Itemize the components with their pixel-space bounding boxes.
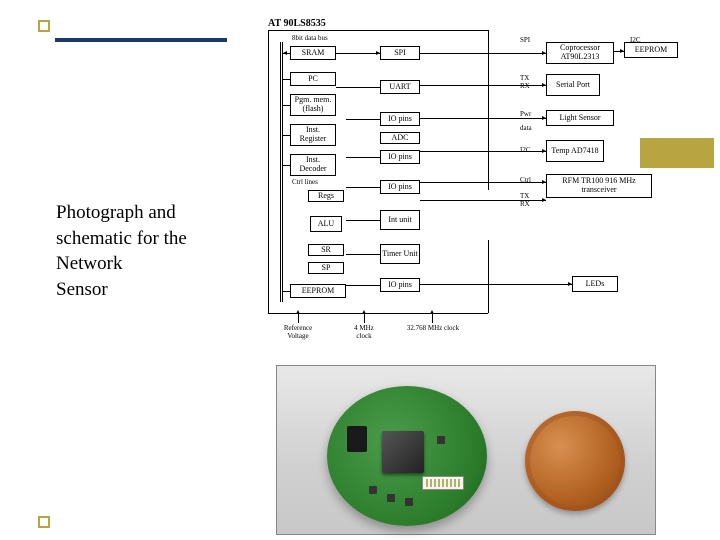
caption-line1: Photograph and bbox=[56, 202, 176, 223]
box-pgm: Pgm. mem. (flash) bbox=[290, 94, 336, 116]
sig-i2c2: I2C bbox=[520, 146, 531, 154]
smd-3 bbox=[405, 498, 413, 506]
box-radio: RFM TR100 916 MHz transceiver bbox=[546, 174, 652, 198]
caption-line4: Sensor bbox=[56, 279, 108, 300]
header-underline bbox=[55, 38, 227, 42]
in-4mhz: 4 MHz clock bbox=[346, 324, 382, 340]
sig-data: data bbox=[520, 124, 532, 132]
smd-2 bbox=[387, 494, 395, 502]
pcb-board bbox=[327, 386, 487, 526]
box-eeprom-int: EEPROM bbox=[290, 284, 346, 298]
bus-label: 8bit data bus bbox=[292, 34, 328, 42]
box-coproc: Coprocessor AT90L2313 bbox=[546, 42, 614, 64]
box-iopins4: IO pins bbox=[380, 278, 420, 292]
box-timer: Timer Unit bbox=[380, 244, 420, 264]
mcu-title: AT 90LS8535 bbox=[268, 18, 326, 29]
box-uart: UART bbox=[380, 80, 420, 94]
box-leds: LEDs bbox=[572, 276, 618, 292]
sensor-photograph bbox=[276, 365, 656, 535]
footer-bullet-icon bbox=[38, 516, 50, 528]
sig-pwr: Pwr bbox=[520, 110, 531, 118]
box-spi: SPI bbox=[380, 46, 420, 60]
box-iopins1: IO pins bbox=[380, 112, 420, 126]
smd-4 bbox=[437, 436, 445, 444]
sig-txrx1: TXRX bbox=[520, 74, 530, 90]
box-sram: SRAM bbox=[290, 46, 336, 60]
component-cylinder bbox=[347, 426, 367, 452]
box-instdec: Inst. Decoder bbox=[290, 154, 336, 176]
box-instreg: Inst. Register bbox=[290, 124, 336, 146]
box-pc: PC bbox=[290, 72, 336, 86]
caption-line2: schematic for the bbox=[56, 228, 187, 249]
in-32k: 32.768 MHz clock bbox=[406, 324, 460, 332]
box-intunit: Int unit bbox=[380, 210, 420, 230]
mcu-chip bbox=[382, 431, 424, 473]
ctrl-lines: Ctrl lines bbox=[292, 178, 318, 186]
box-iopins3: IO pins bbox=[380, 180, 420, 194]
slide: Photograph and schematic for the Network… bbox=[0, 0, 720, 540]
box-iopins2: IO pins bbox=[380, 150, 420, 164]
sig-spi: SPI bbox=[520, 36, 530, 44]
caption-line3: Network bbox=[56, 253, 122, 274]
box-sr: SR bbox=[308, 244, 344, 256]
box-adc: ADC bbox=[380, 132, 420, 144]
box-serial: Serial Port bbox=[546, 74, 600, 96]
in-ref: Reference Voltage bbox=[276, 324, 320, 340]
caption-text: Photograph and schematic for the Network… bbox=[56, 200, 187, 303]
box-regs: Regs bbox=[308, 190, 344, 202]
penny-scale-ref bbox=[525, 411, 625, 511]
box-eeprom-ext: EEPROM bbox=[624, 42, 678, 58]
box-light: Light Sensor bbox=[546, 110, 614, 126]
title-bullet-icon bbox=[38, 20, 50, 32]
block-diagram: AT 90LS8535 8bit data bus SRAM PC Pgm. m… bbox=[268, 18, 686, 353]
pin-header bbox=[422, 476, 464, 490]
box-temp: Temp AD7418 bbox=[546, 140, 604, 162]
box-alu: ALU bbox=[310, 216, 342, 232]
smd-1 bbox=[369, 486, 377, 494]
box-sp: SP bbox=[308, 262, 344, 274]
